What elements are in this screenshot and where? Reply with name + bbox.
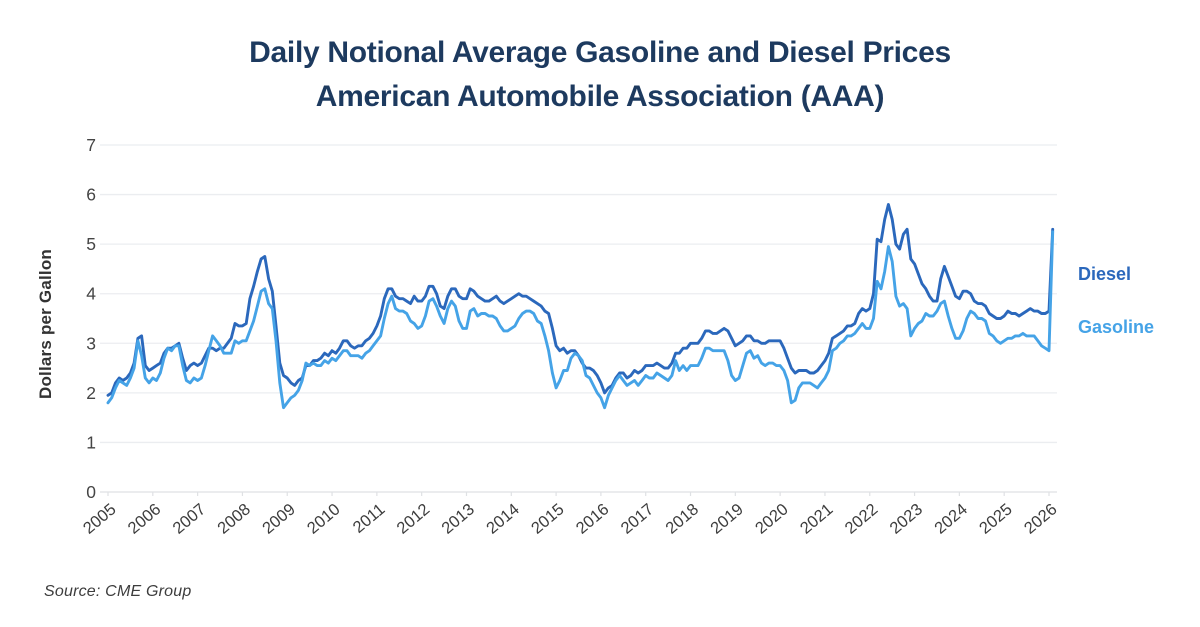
x-tick-label: 2005 — [80, 500, 120, 537]
x-tick-label: 2023 — [886, 500, 926, 537]
y-tick-label: 0 — [86, 482, 96, 502]
x-tick-label: 2009 — [259, 500, 299, 537]
x-tick-label: 2024 — [931, 500, 971, 537]
y-tick-label: 2 — [86, 383, 96, 403]
y-tick-label: 6 — [86, 185, 96, 205]
y-tick-label: 7 — [86, 135, 96, 155]
x-tick-label: 2012 — [394, 500, 434, 537]
x-tick-label: 2021 — [797, 500, 837, 537]
chart-title-line2: American Automobile Association (AAA) — [315, 80, 885, 113]
x-tick-label: 2017 — [618, 500, 658, 537]
x-tick-label: 2019 — [707, 500, 747, 537]
legend-label-gasoline: Gasoline — [1078, 317, 1155, 337]
chart-title: Daily Notional Average Gasoline and Dies… — [0, 31, 1200, 119]
x-tick-label: 2011 — [350, 500, 389, 537]
chart-title-line1: Daily Notional Average Gasoline and Dies… — [249, 36, 951, 69]
x-tick-label: 2007 — [169, 500, 209, 537]
x-tick-label: 2010 — [304, 500, 344, 537]
x-tick-label: 2016 — [573, 500, 613, 537]
x-tick-label: 2025 — [976, 500, 1016, 537]
legend-label-diesel: Diesel — [1078, 264, 1132, 284]
x-tick-label: 2018 — [662, 500, 702, 537]
y-axis-title: Dollars per Gallon — [36, 248, 55, 400]
x-tick-label: 2006 — [125, 500, 165, 537]
x-tick-label: 2020 — [752, 500, 792, 537]
y-tick-label: 5 — [86, 234, 96, 254]
x-tick-label: 2008 — [214, 500, 254, 537]
gasoline-line — [106, 230, 1055, 410]
x-tick-label: 2013 — [438, 500, 478, 537]
x-tick-label: 2022 — [842, 500, 882, 537]
y-tick-label: 4 — [86, 284, 96, 304]
y-tick-label: 3 — [86, 333, 96, 353]
y-tick-label: 1 — [86, 432, 96, 452]
x-tick-label: 2014 — [483, 500, 523, 537]
diesel-line — [106, 203, 1055, 397]
source-caption: Source: CME Group — [44, 583, 192, 600]
x-tick-label: 2015 — [528, 500, 568, 537]
x-tick-label: 2026 — [1021, 500, 1061, 537]
